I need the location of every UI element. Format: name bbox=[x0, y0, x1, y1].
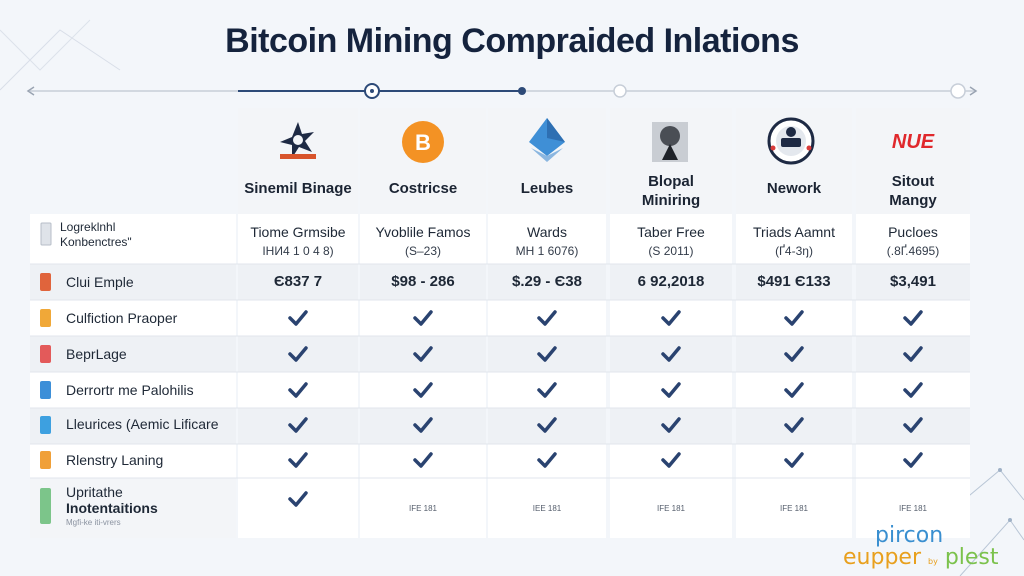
small-value: IFE 181 bbox=[898, 504, 927, 513]
round-emblem-icon bbox=[767, 117, 815, 165]
header-label: Logreklnhl bbox=[60, 220, 116, 234]
cell-text: Tiome Grmsibe bbox=[250, 224, 346, 240]
cell-text: Wards bbox=[527, 224, 567, 240]
check-mark-icon bbox=[288, 491, 308, 507]
watermark-line: pircon bbox=[875, 523, 944, 548]
watermark-line: eupper by plest bbox=[843, 545, 999, 570]
check-mark-icon bbox=[784, 310, 804, 326]
check-mark-icon bbox=[661, 417, 681, 433]
check-mark-icon bbox=[537, 452, 557, 468]
row-label: Derrortr me Palohilis bbox=[66, 382, 194, 398]
check-mark-icon bbox=[537, 310, 557, 326]
miner-figure-icon bbox=[652, 122, 688, 162]
row-icon bbox=[40, 381, 51, 399]
check-mark-icon bbox=[288, 382, 308, 398]
check-mark-icon bbox=[903, 310, 923, 326]
row-label: Culfiction Praoper bbox=[66, 310, 178, 326]
check-mark-icon bbox=[288, 310, 308, 326]
cell-text: (S–23) bbox=[404, 244, 442, 258]
check-mark-icon bbox=[903, 346, 923, 362]
price-cell: $3,491 bbox=[890, 273, 936, 290]
small-value: IFE 181 bbox=[779, 504, 808, 513]
row-icon bbox=[40, 345, 51, 363]
cell-text: (.8Ґ.4695) bbox=[886, 244, 940, 258]
price-cell: 6 92,2018 bbox=[637, 273, 705, 290]
small-value: IEE 181 bbox=[532, 504, 562, 513]
star-badge-icon bbox=[280, 122, 316, 159]
cell-text: Triads Aamnt bbox=[753, 224, 835, 240]
row-icon bbox=[40, 451, 51, 469]
cell-text: (S 2011) bbox=[648, 244, 694, 258]
price-cell: Є837 7 bbox=[273, 273, 323, 290]
row-label: Mgfi-ke iti-vrers bbox=[66, 518, 121, 527]
check-mark-icon bbox=[784, 452, 804, 468]
check-mark-icon bbox=[903, 382, 923, 398]
row-label: Upritathe bbox=[66, 484, 123, 500]
check-mark-icon bbox=[661, 346, 681, 362]
small-value: IFE 181 bbox=[656, 504, 685, 513]
check-mark-icon bbox=[288, 452, 308, 468]
document-icon bbox=[40, 222, 52, 246]
check-mark-icon bbox=[903, 452, 923, 468]
check-mark-icon bbox=[661, 452, 681, 468]
check-mark-icon bbox=[413, 310, 433, 326]
row-icon bbox=[40, 309, 51, 327]
check-mark-icon bbox=[413, 382, 433, 398]
column-title: Leubes bbox=[520, 180, 574, 197]
red-wordmark-text: NUE bbox=[892, 131, 935, 153]
check-mark-icon bbox=[784, 417, 804, 433]
check-mark-icon bbox=[413, 452, 433, 468]
check-mark-icon bbox=[288, 346, 308, 362]
page-title: Bitcoin Mining Compraided Inlations bbox=[225, 22, 799, 60]
watermark: pircon eupper by plest bbox=[843, 525, 999, 573]
check-mark-icon bbox=[537, 417, 557, 433]
timeline-slider[interactable] bbox=[0, 78, 1024, 104]
small-value: IFE 181 bbox=[408, 504, 437, 513]
row-icon bbox=[40, 273, 51, 291]
red-wordmark-icon: NUE bbox=[892, 131, 935, 153]
blue-pyramid-icon bbox=[529, 118, 565, 162]
check-mark-icon bbox=[288, 417, 308, 433]
header-label: Konbenctres" bbox=[60, 235, 132, 249]
column-title: Sitout Mangy bbox=[889, 173, 937, 209]
check-mark-icon bbox=[537, 382, 557, 398]
cell-text: Taber Free bbox=[637, 224, 705, 240]
column-title: Costricse bbox=[388, 180, 458, 197]
check-mark-icon bbox=[903, 417, 923, 433]
svg-text:B: B bbox=[415, 130, 431, 155]
check-mark-icon-wrap bbox=[238, 490, 358, 512]
row-icon bbox=[40, 416, 51, 434]
row-label: Rlenstry Laning bbox=[66, 452, 164, 468]
column-title: Nework bbox=[766, 180, 822, 197]
cell-text: ΜΗ 1 6076) bbox=[515, 244, 579, 258]
row-icon bbox=[40, 488, 51, 524]
check-mark-icon bbox=[413, 346, 433, 362]
cell-text: Pucloes bbox=[888, 224, 938, 240]
cell-text: (Ґ4-3ŋ) bbox=[775, 244, 813, 258]
price-cell: $.29 - Є38 bbox=[512, 273, 582, 290]
column-title: Blopal Miniring bbox=[641, 173, 701, 209]
price-cell: $491 Є133 bbox=[757, 273, 831, 290]
price-cell: $98 - 286 bbox=[391, 273, 455, 290]
check-mark-icon bbox=[413, 417, 433, 433]
row-label: Inotentaitions bbox=[66, 500, 158, 516]
check-mark-icon bbox=[784, 346, 804, 362]
row-label: Lleurices (Aemic Lificare bbox=[66, 416, 219, 432]
row-label: Clui Emple bbox=[66, 274, 134, 290]
cell-text: Yvoblile Famos bbox=[375, 224, 471, 240]
check-mark-icon bbox=[661, 310, 681, 326]
column-title: Sinemil Binage bbox=[244, 180, 352, 197]
bitcoin-coin-icon: B bbox=[402, 121, 444, 163]
check-mark-icon bbox=[661, 382, 681, 398]
check-mark-icon bbox=[784, 382, 804, 398]
row-label: BeprLage bbox=[66, 346, 127, 362]
check-mark-icon bbox=[537, 346, 557, 362]
cell-text: ІНИ4 1 0 4 8) bbox=[262, 244, 334, 258]
